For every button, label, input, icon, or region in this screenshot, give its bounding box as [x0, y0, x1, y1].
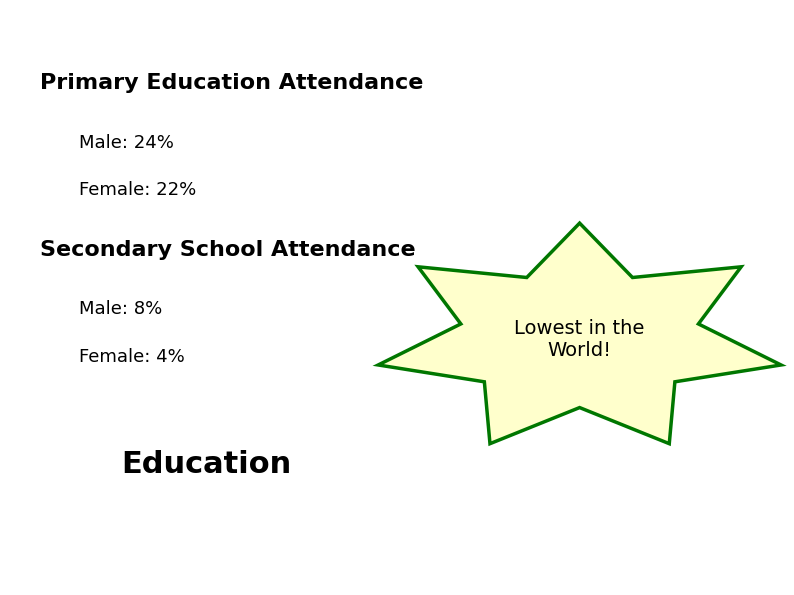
Text: Primary Education Attendance: Primary Education Attendance [40, 73, 423, 93]
Text: Education: Education [121, 450, 291, 478]
Text: Female: 22%: Female: 22% [79, 181, 197, 199]
Text: Lowest in the
World!: Lowest in the World! [515, 319, 645, 359]
Text: Secondary School Attendance: Secondary School Attendance [40, 240, 415, 260]
Polygon shape [378, 223, 781, 444]
Text: Male: 24%: Male: 24% [79, 134, 174, 152]
Text: Male: 8%: Male: 8% [79, 300, 163, 318]
Text: Female: 4%: Female: 4% [79, 348, 185, 366]
